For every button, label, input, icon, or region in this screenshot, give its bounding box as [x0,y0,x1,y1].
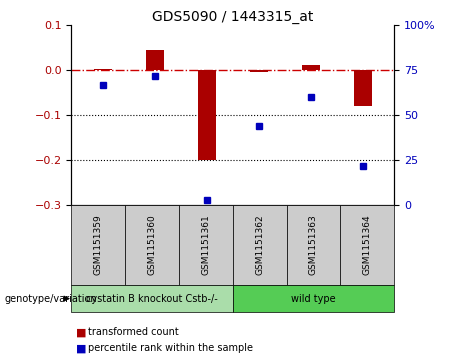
Text: ■: ■ [76,343,87,354]
Bar [302,65,320,70]
Text: cystatin B knockout Cstb-/-: cystatin B knockout Cstb-/- [86,294,218,303]
Title: GDS5090 / 1443315_at: GDS5090 / 1443315_at [152,11,313,24]
Text: wild type: wild type [291,294,336,303]
Text: GSM1151360: GSM1151360 [148,215,157,276]
Bar [250,70,268,72]
Text: GSM1151363: GSM1151363 [309,215,318,276]
Text: GSM1151364: GSM1151364 [363,215,372,276]
Bar [94,69,112,70]
Text: GSM1151359: GSM1151359 [94,215,103,276]
Bar [146,50,164,70]
Bar [354,70,372,106]
Text: GSM1151362: GSM1151362 [255,215,264,276]
Text: genotype/variation: genotype/variation [5,294,97,303]
Text: percentile rank within the sample: percentile rank within the sample [88,343,253,354]
Text: GSM1151361: GSM1151361 [201,215,210,276]
Text: transformed count: transformed count [88,327,178,337]
Bar [198,70,216,160]
Text: ■: ■ [76,327,87,337]
